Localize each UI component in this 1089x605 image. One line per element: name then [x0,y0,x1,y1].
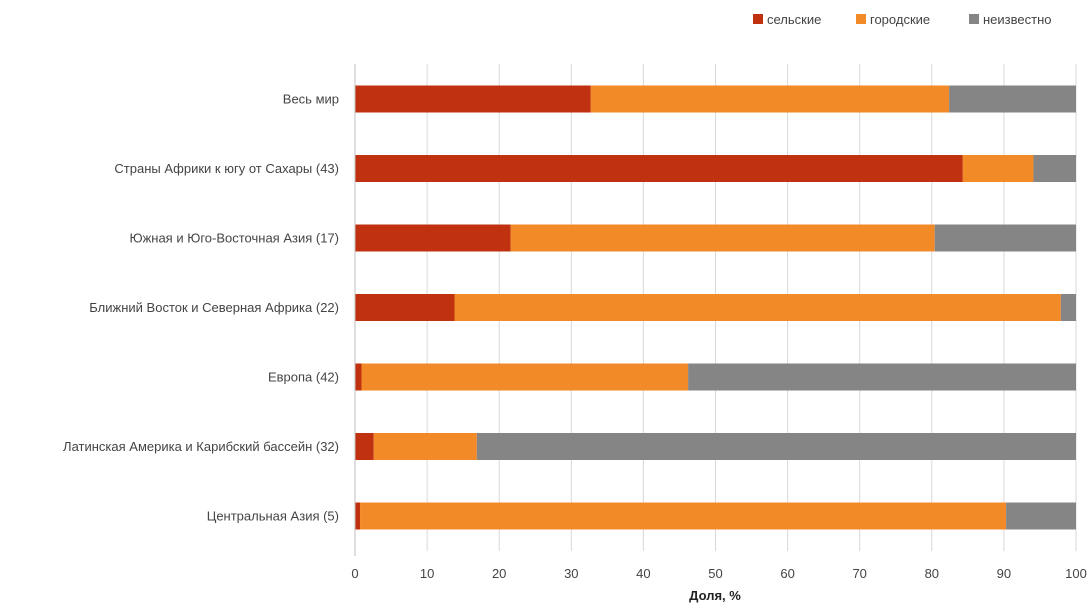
x-tick-label: 0 [351,566,358,581]
x-tick-label: 60 [780,566,794,581]
bar-segment [590,85,950,113]
bar-segment [1006,502,1076,530]
bar-segment [1060,294,1076,321]
bar-segment [949,85,1076,113]
x-tick-label: 10 [420,566,434,581]
bar-segment [688,363,1076,391]
bar-segment [355,224,511,252]
legend-swatch [856,14,866,24]
x-axis-label: Доля, % [689,588,741,603]
legend-label: городские [870,12,930,27]
legend-swatch [753,14,763,24]
bar-segment [476,433,1076,460]
bar-segment [355,85,591,113]
bar-segment [355,502,361,530]
bar-segment [355,294,455,321]
category-label: Страны Африки к югу от Сахары (43) [114,161,339,176]
x-tick-label: 80 [925,566,939,581]
legend-label: сельские [767,12,821,27]
bar-segment [373,433,477,460]
legend: сельские городские неизвестно [753,12,1052,27]
bar-segment [355,433,374,460]
x-tick-label: 30 [564,566,578,581]
bar-segment [360,502,1007,530]
category-label: Латинская Америка и Карибский бассейн (3… [63,439,339,454]
bar-segment [510,224,935,252]
x-tick-label: 40 [636,566,650,581]
category-label: Южная и Юго-Восточная Азия (17) [129,231,339,246]
legend-swatch [969,14,979,24]
legend-label: неизвестно [983,12,1052,27]
bar-segment [355,363,362,391]
x-tick-label: 50 [708,566,722,581]
category-label: Центральная Азия (5) [207,509,339,524]
bar-segment [454,294,1061,321]
bar-segment [934,224,1076,252]
bars [355,85,1076,530]
bar-segment [962,155,1034,182]
category-label: Ближний Восток и Северная Африка (22) [89,300,339,315]
category-label: Весь мир [283,92,339,107]
x-tick-label: 90 [997,566,1011,581]
category-label: Европа (42) [268,370,339,385]
x-tick-label: 70 [852,566,866,581]
bar-segment [1033,155,1076,182]
x-tick-label: 100 [1065,566,1087,581]
x-tick-label: 20 [492,566,506,581]
x-tick-labels: 0 10 20 30 40 50 60 70 80 90 100 [351,566,1086,581]
bar-segment [361,363,689,391]
category-labels: Весь мир Страны Африки к югу от Сахары (4… [63,92,339,524]
bar-segment [355,155,963,182]
